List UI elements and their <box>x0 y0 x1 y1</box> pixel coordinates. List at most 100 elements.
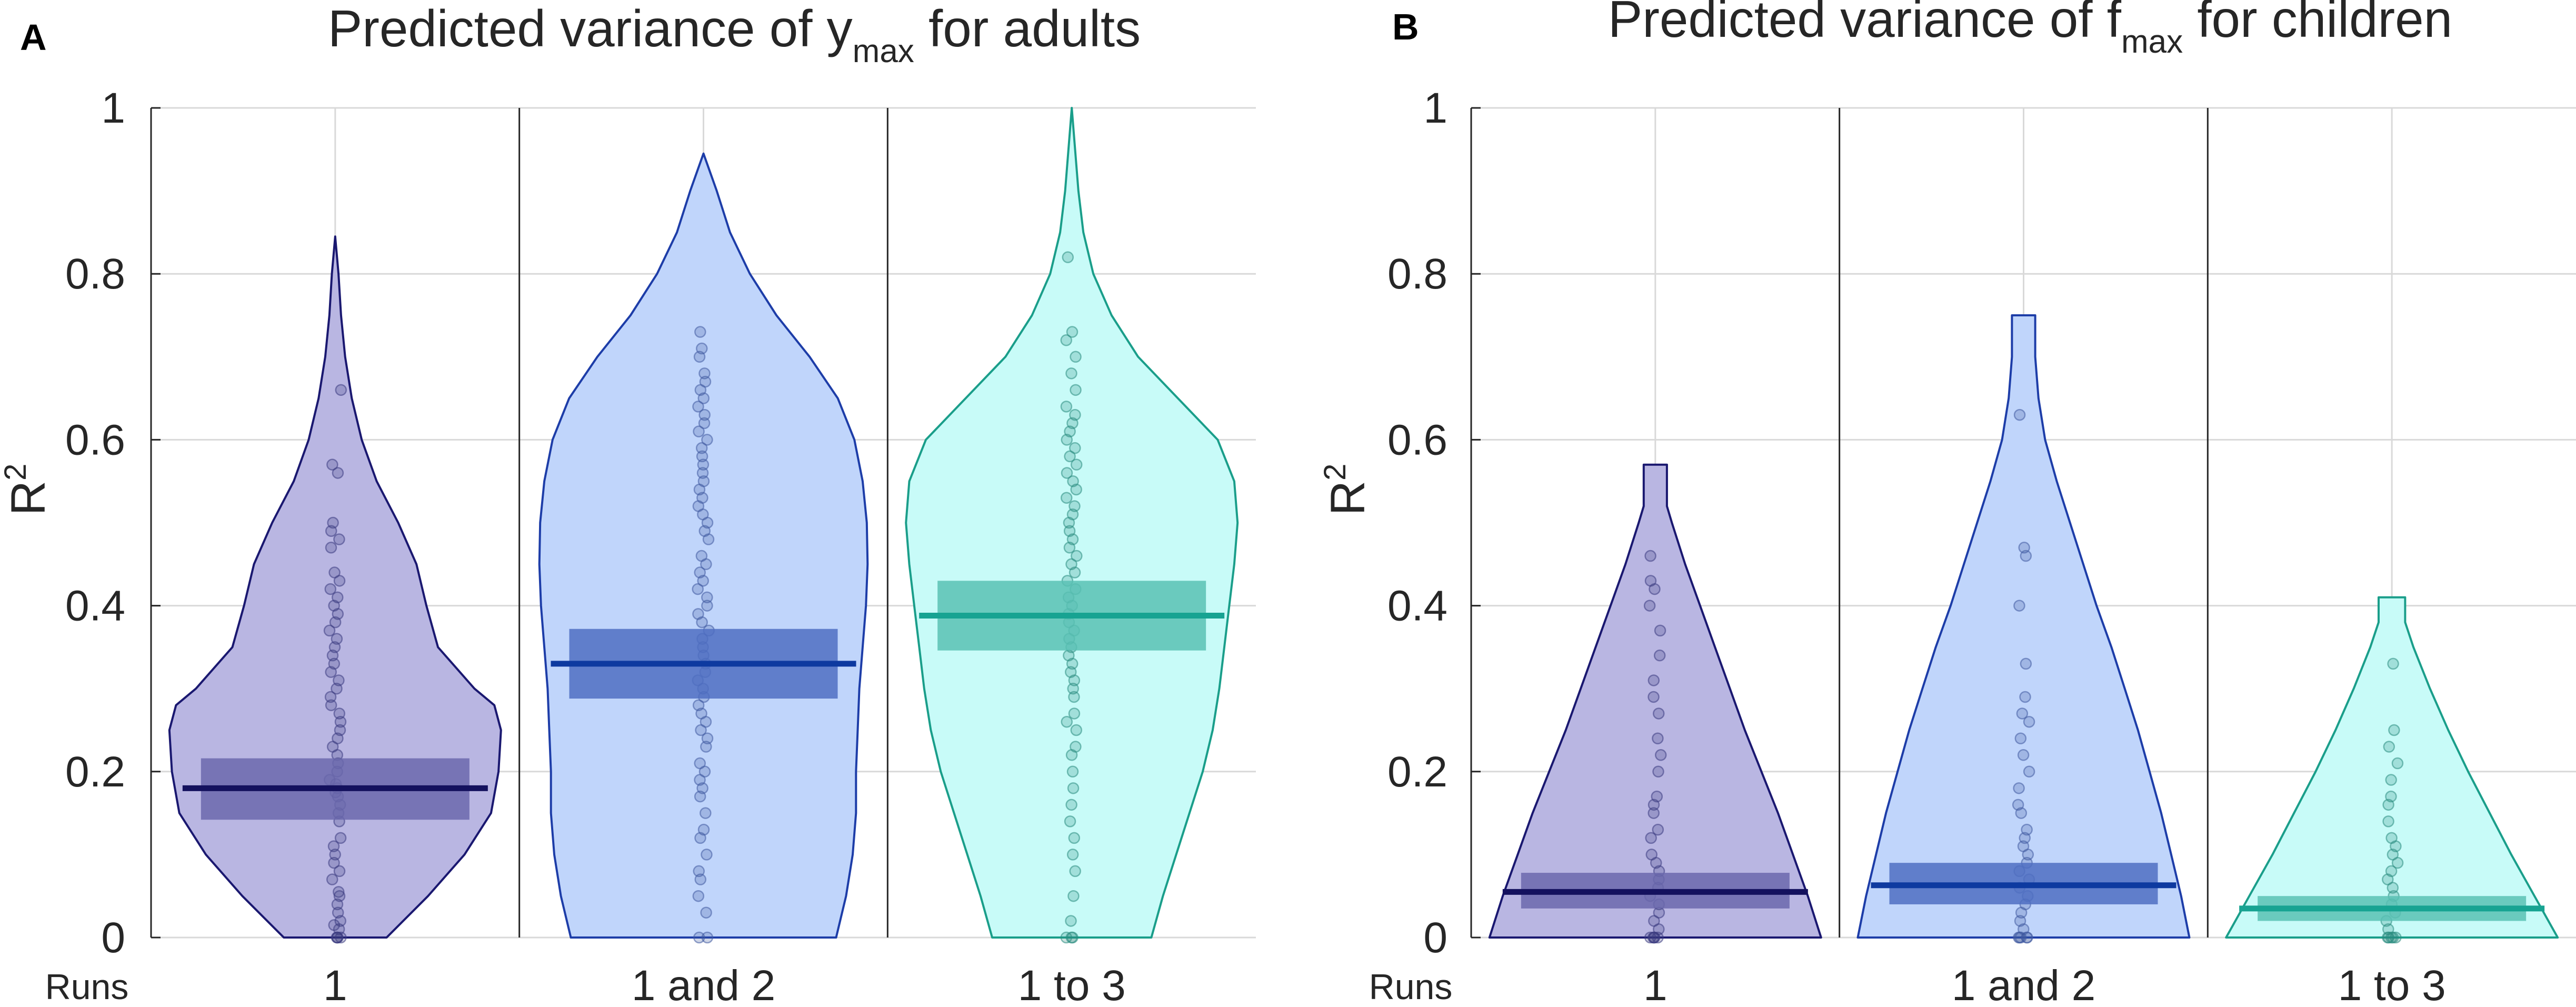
x-tick-label: 1 to 3 <box>2338 962 2446 1007</box>
data-point <box>694 326 706 338</box>
data-point <box>1069 865 1081 878</box>
y-axis-label: R2 <box>1318 464 1375 516</box>
x-tick-label: 1 <box>1643 962 1668 1007</box>
data-point <box>2013 408 2026 421</box>
title-suffix: for children <box>2183 0 2452 48</box>
violin-2 <box>2225 596 2559 939</box>
data-point <box>1070 351 1082 363</box>
data-point <box>333 674 345 686</box>
data-point <box>701 732 714 745</box>
data-point <box>2391 757 2404 770</box>
runs-label: Runs <box>45 967 129 1007</box>
y-tick-label: 0.4 <box>65 582 125 630</box>
data-point <box>692 699 705 711</box>
data-point <box>2014 732 2027 745</box>
chart-title: Predicted variance of fmax for children <box>1608 0 2452 60</box>
y-label-base: R <box>1321 481 1375 515</box>
data-point <box>1062 251 1074 263</box>
y-axis-label: R2 <box>0 464 55 516</box>
data-point <box>2012 799 2024 811</box>
data-point <box>328 566 341 579</box>
data-point <box>333 707 346 720</box>
data-point <box>1652 823 1664 836</box>
data-point <box>693 425 705 437</box>
data-point <box>2382 815 2394 827</box>
data-point <box>1067 782 1080 794</box>
data-point <box>2013 782 2025 794</box>
data-point <box>1061 467 1073 479</box>
data-point <box>1060 492 1073 504</box>
panel-b: 0 0.2 0.4 0.6 0.8 1 Runs 1 1 and 2 1 to 3 B Predict… <box>1318 0 2576 1007</box>
y-tick-label: 1 <box>101 84 125 132</box>
data-point <box>333 865 346 878</box>
data-point <box>1067 475 1079 487</box>
data-point <box>694 757 706 770</box>
data-point <box>1644 575 1657 587</box>
data-point <box>333 533 345 545</box>
data-point <box>324 691 337 703</box>
data-point <box>325 699 337 711</box>
data-point <box>324 583 337 595</box>
data-point <box>325 542 337 554</box>
data-point <box>1644 550 1656 562</box>
data-point <box>334 724 346 736</box>
data-point <box>2018 542 2030 554</box>
data-point <box>2020 657 2032 670</box>
y-tick-label: 0.6 <box>1387 416 1447 464</box>
violin-2 <box>905 107 1239 939</box>
data-point <box>1070 741 1082 753</box>
violin-1 <box>1856 314 2191 939</box>
data-point <box>1070 724 1083 736</box>
data-point <box>1064 815 1076 827</box>
data-point <box>1066 326 1079 338</box>
data-point <box>1648 691 1660 703</box>
data-point <box>2383 741 2395 753</box>
data-point <box>331 633 343 645</box>
data-point <box>2388 724 2400 736</box>
data-point <box>1653 649 1666 662</box>
data-point <box>1648 674 1660 686</box>
data-point <box>1643 600 1656 612</box>
data-point <box>1065 915 1077 927</box>
data-point <box>1644 931 1656 944</box>
x-tick-label: 1 and 2 <box>1952 962 2096 1007</box>
data-point <box>1065 367 1077 380</box>
data-point <box>700 807 712 819</box>
panel-letter: A <box>20 17 47 58</box>
y-tick-label: 0.6 <box>65 416 125 464</box>
data-point <box>1645 832 1657 844</box>
title-prefix: Predicted variance of f <box>1608 0 2122 48</box>
y-tick-label: 0.8 <box>1387 250 1447 298</box>
y-tick-label: 0 <box>101 914 125 962</box>
x-tick-label: 1 to 3 <box>1018 962 1126 1007</box>
data-point <box>2387 657 2399 670</box>
data-point <box>326 873 338 885</box>
y-tick-label: 0.8 <box>65 250 125 298</box>
data-point <box>2017 749 2030 761</box>
data-point <box>327 840 340 852</box>
data-point <box>1654 624 1666 637</box>
data-point <box>1067 890 1080 902</box>
data-point <box>1652 732 1664 745</box>
data-point <box>692 890 705 902</box>
data-point <box>2023 715 2035 728</box>
data-point <box>1652 765 1664 778</box>
data-point <box>2385 790 2397 803</box>
data-point <box>2021 823 2033 836</box>
title-prefix: Predicted variance of y <box>328 0 853 57</box>
data-point <box>701 434 713 446</box>
data-point <box>701 591 713 604</box>
y-tick-label: 0.2 <box>65 748 125 796</box>
data-point <box>1066 765 1079 778</box>
runs-label: Runs <box>1369 967 1453 1007</box>
data-point <box>1065 799 1077 811</box>
data-point <box>333 890 346 902</box>
data-point <box>1652 707 1665 720</box>
violin-0 <box>1488 463 1822 939</box>
title-subscript: max <box>2121 24 2183 60</box>
data-point <box>1070 458 1083 471</box>
data-point <box>695 442 708 454</box>
data-point <box>692 401 704 413</box>
y-tick-label: 0 <box>1423 914 1447 962</box>
data-point <box>332 906 344 919</box>
